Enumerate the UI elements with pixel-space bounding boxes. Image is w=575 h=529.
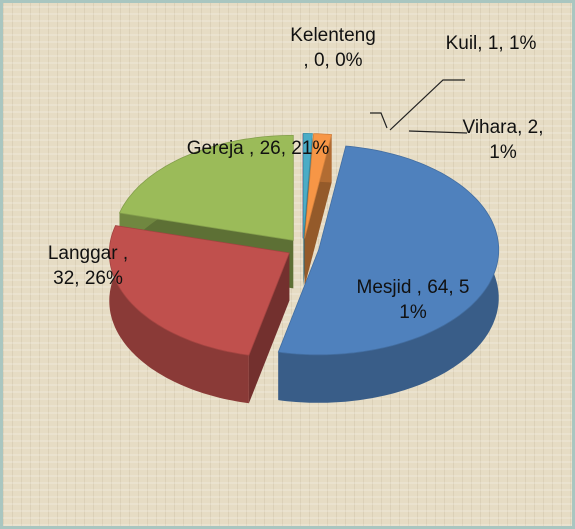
leader-line [408, 130, 468, 134]
pie-slice [304, 133, 333, 287]
slice-top [108, 225, 290, 356]
slice-top [277, 145, 500, 356]
data-label: Gereja , 26, 21% [186, 138, 330, 159]
slice-top [304, 133, 333, 239]
leader-line [389, 79, 465, 131]
pie-chart [108, 79, 500, 404]
data-label: Vihara, 2, 1% [462, 117, 544, 163]
slice-top [118, 134, 294, 241]
data-label: Mesjid , 64, 51% [356, 277, 470, 323]
pie-slice [108, 225, 290, 404]
data-label: Kuil, 1, 1% [445, 33, 537, 54]
data-label: Kelenteng , 0, 0% [290, 25, 376, 71]
data-label: Langgar , 32, 26% [47, 243, 129, 289]
pie-slice [277, 145, 500, 403]
leader-line [370, 112, 388, 129]
slice-wall [109, 225, 249, 404]
slice-top [302, 132, 313, 239]
